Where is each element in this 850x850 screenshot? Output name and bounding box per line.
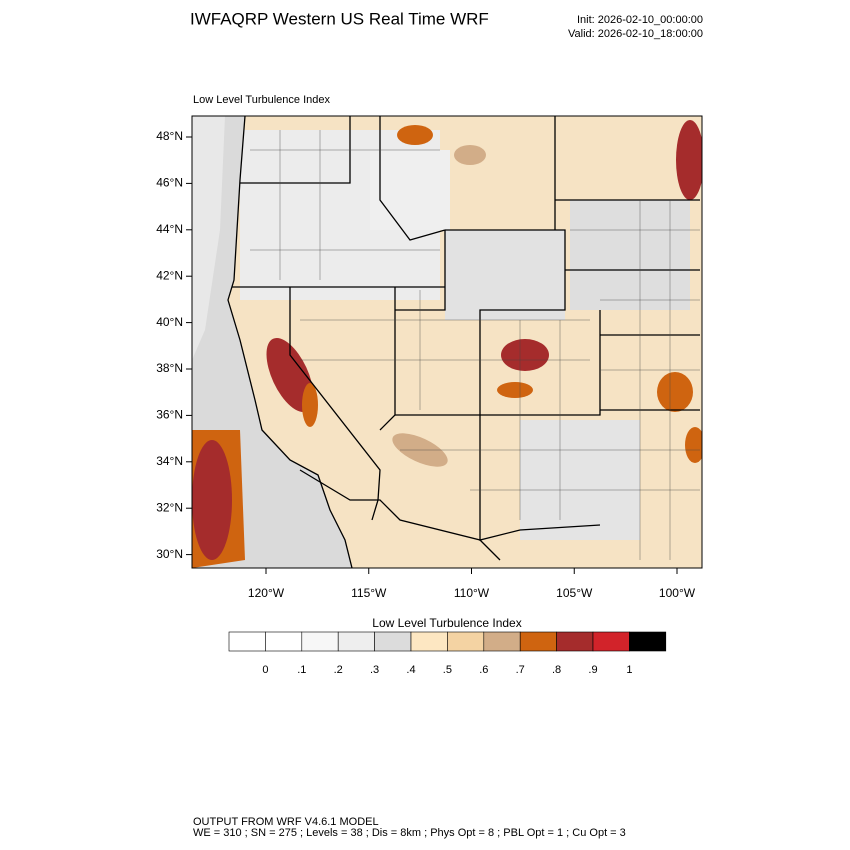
- lat-label: 40°N: [156, 315, 183, 329]
- colorbar-label: .4: [406, 664, 415, 676]
- lat-label: 34°N: [156, 454, 183, 468]
- state-border: [379, 116, 446, 241]
- lat-label: 32°N: [156, 500, 183, 514]
- colorbar-box: [592, 631, 630, 652]
- colorbar-box: [228, 631, 266, 652]
- valid-time: Valid: 2026-02-10_18:00:00: [568, 28, 703, 40]
- hotspot: [454, 145, 486, 165]
- colorbar-box: [556, 631, 594, 652]
- country-border: [299, 469, 501, 561]
- colorbar-label: .3: [370, 664, 379, 676]
- lon-label: 115°W: [351, 586, 387, 600]
- state-border: [395, 230, 446, 311]
- colorbar-label: .6: [479, 664, 488, 676]
- gray-area: [520, 420, 640, 540]
- gray-area: [570, 200, 690, 310]
- hotspot: [302, 383, 318, 427]
- init-time: Init: 2026-02-10_00:00:00: [577, 14, 703, 26]
- ocean: [192, 116, 225, 360]
- colorbar-label: .1: [297, 664, 306, 676]
- colorbar-title: Low Level Turbulence Index: [372, 616, 521, 630]
- footer-line: OUTPUT FROM WRF V4.6.1 MODEL: [193, 816, 379, 828]
- colorbar-box: [483, 631, 521, 652]
- lat-label: 48°N: [156, 129, 183, 143]
- map: [192, 116, 702, 568]
- lon-label: 120°W: [248, 586, 285, 600]
- colorbar-box: [301, 631, 339, 652]
- colorbar-label: .7: [516, 664, 525, 676]
- map-frame: [191, 115, 703, 569]
- state-border: [240, 116, 351, 184]
- hotspot: [497, 382, 533, 398]
- hotspot: [685, 427, 702, 463]
- map-subtitle: Low Level Turbulence Index: [193, 94, 330, 106]
- state-border: [289, 287, 381, 521]
- colorbar-label: .9: [588, 664, 597, 676]
- lat-label: 38°N: [156, 361, 183, 375]
- colorbar-box: [629, 631, 667, 652]
- lat-label: 36°N: [156, 408, 183, 422]
- hotspot: [657, 372, 693, 412]
- footer-line: WE = 310 ; SN = 275 ; Levels = 38 ; Dis …: [193, 827, 626, 839]
- state-border: [395, 229, 566, 416]
- colorbar-box: [374, 631, 412, 652]
- gray-area: [445, 230, 565, 320]
- colorbar-box: [447, 631, 485, 652]
- lon-label: 100°W: [659, 586, 696, 600]
- colorbar-box: [519, 631, 557, 652]
- colorbar-box: [265, 631, 303, 652]
- hotspot: [397, 125, 433, 145]
- coastline: [227, 116, 353, 568]
- lon-label: 110°W: [454, 586, 490, 600]
- gray-area: [370, 150, 450, 230]
- county-lines: [250, 130, 700, 560]
- colorbar-box: [410, 631, 448, 652]
- lat-label: 30°N: [156, 547, 183, 561]
- colorbar-box: [337, 631, 375, 652]
- hotspot: [192, 440, 232, 560]
- colorbar-label: 0: [262, 664, 268, 676]
- colorbar-label: .8: [552, 664, 561, 676]
- colorbar-label: .5: [443, 664, 452, 676]
- lat-label: 44°N: [156, 222, 183, 236]
- lon-label: 105°W: [556, 586, 593, 600]
- state-border: [479, 415, 601, 541]
- colorbar-label: 1: [626, 664, 632, 676]
- colorbar-label: .2: [334, 664, 343, 676]
- lat-label: 42°N: [156, 268, 183, 282]
- hotspot: [266, 337, 314, 413]
- lat-label: 46°N: [156, 176, 183, 190]
- hotspot: [501, 339, 549, 371]
- title: IWFAQRP Western US Real Time WRF: [190, 9, 489, 28]
- hotspot: [676, 120, 702, 200]
